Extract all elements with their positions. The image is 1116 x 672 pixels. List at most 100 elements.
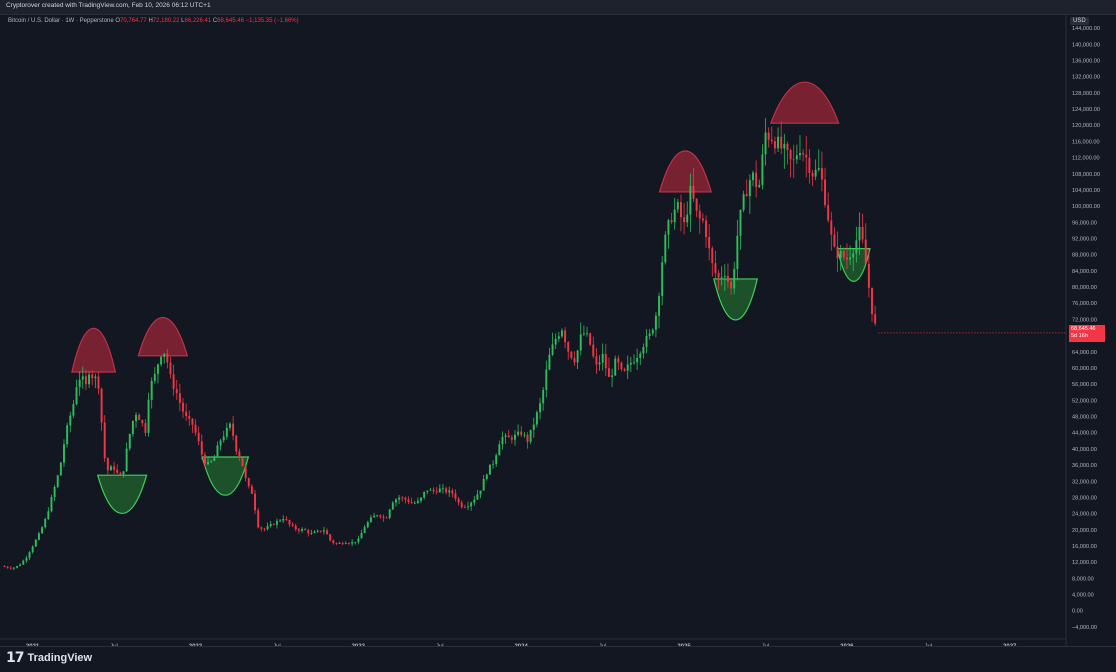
x-tick-label: 2025 [677,644,691,646]
candle-body-down [100,388,103,423]
candle-body-down [820,168,823,180]
candle-body-up [31,546,34,553]
y-tick-label: 80,000.00 [1072,285,1097,291]
candle-body-up [733,269,736,289]
candle-body-down [304,529,307,531]
candle-body-up [69,415,72,426]
candle-body-down [3,566,6,568]
candle-body-up [219,440,222,446]
candle-body-up [636,357,639,363]
y-tick-label: 92,000.00 [1072,236,1097,242]
candle-body-up [723,275,726,277]
candle-body-down [263,528,266,530]
candle-body-up [639,353,642,358]
candle-body-up [357,538,360,542]
candle-body-down [197,432,200,442]
candle-body-down [683,217,686,223]
bar-countdown: 5d 16h [1071,333,1088,339]
candle-body-up [523,434,526,436]
candle-body-up [492,463,495,465]
candle-body-up [476,494,479,500]
currency-label[interactable]: USD [1070,17,1089,25]
candle-body-up [279,520,282,522]
candle-body-down [620,362,623,370]
candle-body-up [673,209,676,223]
candle-body-up [504,435,507,437]
candle-body-up [586,333,588,335]
candle-body-down [726,275,729,282]
candle-body-down [770,139,773,142]
candle-body-down [830,220,833,235]
y-tick-label: 32,000.00 [1072,479,1097,485]
y-tick-label: 20,000.00 [1072,528,1097,534]
candle-body-up [495,455,498,464]
candle-body-down [730,281,733,289]
candle-body-down [257,510,260,528]
candle-body-down [250,486,253,494]
y-tick-label: 36,000.00 [1072,463,1097,469]
candle-body-down [755,172,758,188]
candle-body-down [861,226,864,240]
y-tick-label: 140,000.00 [1072,42,1100,48]
candle-body-up [467,506,469,508]
chart-area[interactable]: 144,000.00 140,000.00 136,000.00 132,000.00… [0,15,1116,646]
candle-body-up [147,399,150,433]
candle-body-down [307,530,310,534]
candle-body-down [203,454,206,465]
change-value: −1,135.35 (−1.66%) [245,18,299,24]
y-tick-label: 60,000.00 [1072,366,1097,372]
candle-body-down [786,143,789,150]
y-tick-label: 4,000.00 [1072,593,1094,599]
candle-body-up [16,565,18,568]
y-tick-label: 44,000.00 [1072,431,1097,437]
y-tick-label: 112,000.00 [1072,156,1100,162]
x-tick-label: 2027 [1003,644,1017,646]
candle-body-up [213,456,216,461]
candle-body-up [128,433,131,449]
candle-body-down [341,543,344,544]
price-chart[interactable]: 144,000.00 140,000.00 136,000.00 132,000.00… [0,15,1116,646]
candle-body-up [799,153,801,156]
symbol-legend: Bitcoin / U.S. Dollar · 1W · Pepperstone… [8,18,299,24]
y-tick-label: 132,000.00 [1072,75,1100,81]
candle-body-up [858,226,861,241]
top-dome-pattern [769,81,840,124]
candle-body-down [404,497,407,500]
candle-body-up [739,209,742,236]
candle-body-down [595,356,598,365]
candle-body-up [529,429,532,442]
candle-body-up [441,488,444,490]
attribution-bar: Cryptorover created with TradingView.com… [0,0,1116,15]
y-tick-label: 12,000.00 [1072,560,1097,566]
candle-body-up [25,557,28,561]
candle-body-up [59,462,62,476]
candle-body-up [777,136,780,149]
candle-body-up [135,414,137,421]
candle-body-up [44,519,47,528]
candle-body-up [764,132,767,155]
y-tick-label: 76,000.00 [1072,301,1097,307]
candle-body-up [648,333,651,337]
candle-body-down [235,435,238,452]
tradingview-logo[interactable]: 17 TradingView [6,650,92,666]
candle-body-down [789,149,792,160]
candle-body-up [360,532,363,539]
candle-body-down [435,491,438,493]
candle-body-up [611,375,614,377]
candle-body-up [582,333,585,335]
candle-body-up [686,214,689,223]
candle-body-down [401,497,404,499]
candle-body-down [589,333,592,345]
candle-body-down [808,157,811,173]
y-tick-label: 96,000.00 [1072,220,1097,226]
candle-body-down [711,248,714,264]
y-tick-label: 88,000.00 [1072,253,1097,259]
bottom-cup-pattern [96,474,148,515]
candle-body-up [720,276,723,278]
candle-body-down [382,516,385,518]
y-tick-label: 100,000.00 [1072,204,1100,210]
candle-body-up [633,362,635,364]
candle-body-down [116,469,119,473]
candle-body-down [842,251,845,258]
candle-body-down [285,519,288,520]
